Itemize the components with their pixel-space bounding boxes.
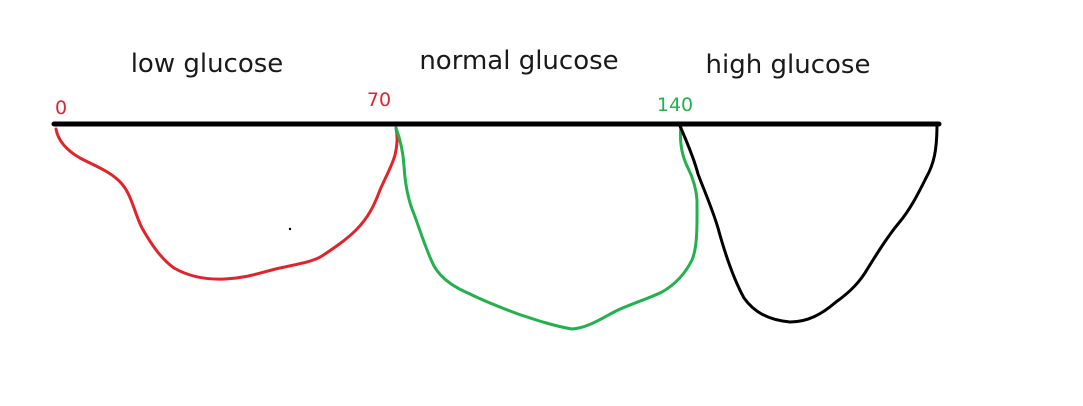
region-label-normal: normal glucose [419, 46, 618, 76]
normal-glucose-curve [394, 124, 699, 331]
region-label-low: low glucose [131, 49, 284, 79]
threshold-label-0: 0 [55, 97, 67, 119]
low-glucose-curve [54, 126, 399, 281]
threshold-label-140: 140 [657, 94, 693, 116]
region-label-high: high glucose [706, 50, 871, 80]
stray-dot [288, 227, 292, 231]
threshold-label-70: 70 [367, 89, 391, 111]
high-glucose-curve [678, 122, 939, 324]
